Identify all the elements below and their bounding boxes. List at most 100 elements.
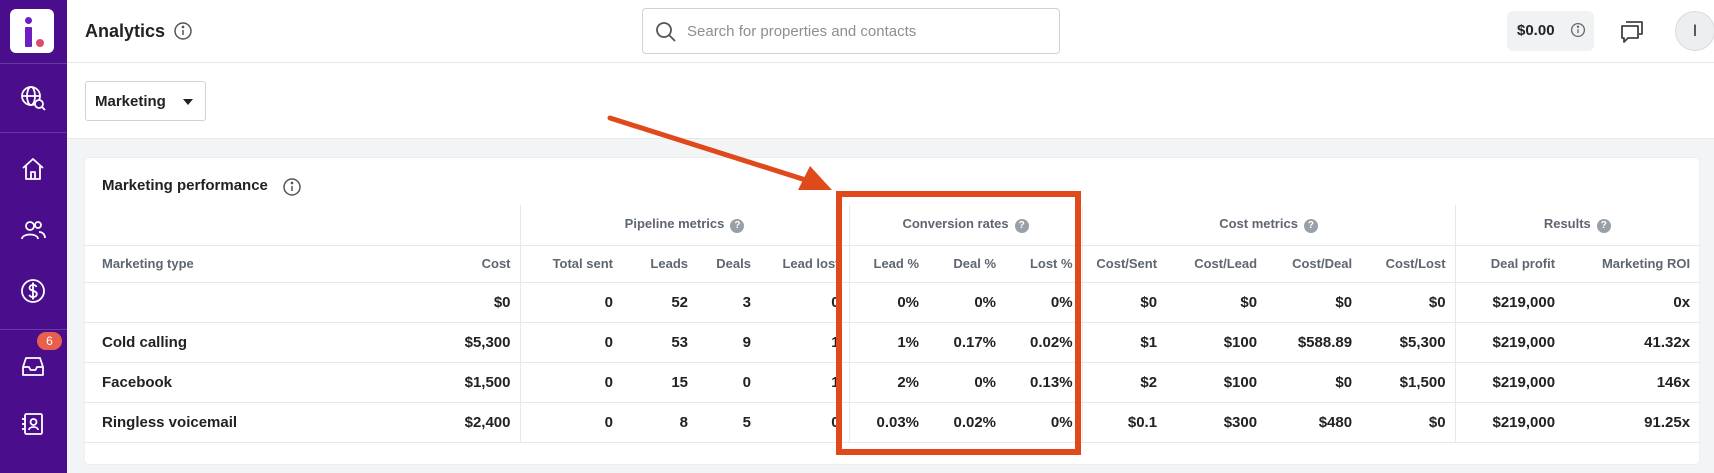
inbox-icon[interactable]: [19, 352, 47, 380]
report-type-dropdown[interactable]: Marketing: [85, 81, 206, 121]
table-row[interactable]: Ringless voicemail $2,400 0 8 5 0 0.03% …: [85, 402, 1700, 443]
table-row[interactable]: Cold calling $5,300 0 53 9 1 1% 0.17% 0.…: [85, 322, 1700, 363]
table-cell: $100: [1166, 322, 1267, 363]
table-row[interactable]: $0 0 52 3 0 0% 0% 0% $0 $0 $0 $0 $219,00…: [85, 282, 1700, 323]
group-header-pipeline: Pipeline metrics?: [519, 205, 850, 246]
table-cell: 53: [622, 322, 697, 363]
column-header[interactable]: Lost %: [1005, 245, 1083, 283]
table-cell: 8: [622, 402, 697, 443]
table-cell: 2%: [848, 362, 929, 403]
column-header[interactable]: Cost: [303, 245, 520, 283]
logo-stem: [25, 27, 32, 47]
home-icon[interactable]: [19, 155, 47, 183]
contacts-book-icon[interactable]: [19, 410, 47, 438]
balance-info-icon[interactable]: [1570, 22, 1586, 38]
table-cell: 0%: [1005, 282, 1083, 323]
avatar[interactable]: I: [1675, 11, 1714, 51]
page-title: Analytics: [85, 21, 166, 41]
top-bar: Analytics $0.00 I: [67, 0, 1714, 63]
table-cell: 0: [760, 402, 850, 443]
sidebar: 6: [0, 0, 67, 473]
marketing-table: Pipeline metrics? Conversion rates? Cost…: [85, 205, 1700, 443]
table-cell: 1%: [848, 322, 929, 363]
card-title: Marketing performance: [102, 177, 268, 194]
logo-dot: [25, 17, 32, 24]
column-header[interactable]: Lead lost: [760, 245, 850, 283]
table-cell: 0.03%: [848, 402, 929, 443]
balance-value: $0.00: [1517, 22, 1555, 39]
filter-bar: [67, 63, 1714, 139]
table-cell: 0x: [1564, 282, 1700, 323]
column-header[interactable]: Deals: [697, 245, 760, 283]
sidebar-divider: [0, 329, 67, 330]
table-cell: 0%: [928, 362, 1006, 403]
table-group-header-row: Pipeline metrics? Conversion rates? Cost…: [85, 205, 1700, 246]
table-cell: $0: [1266, 282, 1362, 323]
column-header[interactable]: Leads: [622, 245, 697, 283]
table-cell: $0: [1166, 282, 1267, 323]
column-header[interactable]: Cost/Sent: [1081, 245, 1167, 283]
table-cell: $2: [1081, 362, 1167, 403]
caret-down-icon: [183, 99, 193, 105]
table-cell: 0: [519, 402, 622, 443]
table-cell: $1,500: [303, 362, 520, 403]
search-icon: [656, 22, 676, 42]
table-cell: 0%: [1005, 402, 1083, 443]
help-icon[interactable]: ?: [730, 219, 745, 234]
column-header[interactable]: Total sent: [519, 245, 622, 283]
sidebar-divider: [0, 63, 67, 64]
column-header[interactable]: Cost/Deal: [1266, 245, 1362, 283]
table-cell: Cold calling: [85, 322, 303, 363]
globe-search-icon[interactable]: [19, 84, 47, 112]
table-cell: $219,000: [1454, 322, 1565, 363]
help-icon[interactable]: ?: [1014, 219, 1029, 234]
table-cell: [85, 282, 303, 323]
table-cell: 146x: [1564, 362, 1700, 403]
table-cell: 91.25x: [1564, 402, 1700, 443]
users-icon[interactable]: [19, 216, 47, 244]
balance-chip[interactable]: $0.00: [1507, 11, 1594, 51]
table-cell: 15: [622, 362, 697, 403]
table-cell: 0.13%: [1005, 362, 1083, 403]
column-header[interactable]: Lead %: [848, 245, 929, 283]
column-header[interactable]: Deal %: [928, 245, 1006, 283]
table-cell: 0: [519, 282, 622, 323]
table-cell: $0: [1266, 362, 1362, 403]
help-icon[interactable]: ?: [1596, 219, 1611, 234]
table-cell: $2,400: [303, 402, 520, 443]
table-cell: $0: [1361, 402, 1456, 443]
dollar-icon[interactable]: [19, 277, 47, 305]
card-info-icon[interactable]: [282, 177, 302, 197]
column-header[interactable]: Cost/Lead: [1166, 245, 1267, 283]
table-cell: 1: [760, 362, 850, 403]
table-cell: $0: [1081, 282, 1167, 323]
table-cell: 9: [697, 322, 760, 363]
table-cell: $5,300: [1361, 322, 1456, 363]
table-cell: 0: [519, 362, 622, 403]
table-cell: Facebook: [85, 362, 303, 403]
table-row[interactable]: Facebook $1,500 0 15 0 1 2% 0% 0.13% $2 …: [85, 362, 1700, 403]
table-cell: $0.1: [1081, 402, 1167, 443]
group-header-conversion: Conversion rates?: [848, 205, 1083, 246]
help-icon[interactable]: ?: [1303, 219, 1318, 234]
column-header[interactable]: Marketing ROI: [1564, 245, 1700, 283]
app-logo[interactable]: [10, 9, 54, 53]
table-cell: 5: [697, 402, 760, 443]
column-header[interactable]: Marketing type: [85, 245, 303, 283]
dropdown-selected-value: Marketing: [95, 93, 166, 110]
search-input[interactable]: [687, 9, 1047, 53]
table-cell: $480: [1266, 402, 1362, 443]
table-cell: $0: [1361, 282, 1456, 323]
inbox-badge: 6: [37, 332, 62, 350]
chat-icon[interactable]: [1618, 17, 1646, 45]
column-header[interactable]: Cost/Lost: [1361, 245, 1456, 283]
table-cell: $588.89: [1266, 322, 1362, 363]
search-box: [642, 8, 1060, 54]
table-cell: 0: [697, 362, 760, 403]
table-cell: 52: [622, 282, 697, 323]
table-cell: 41.32x: [1564, 322, 1700, 363]
table-cell: 0.02%: [928, 402, 1006, 443]
table-cell: $1,500: [1361, 362, 1456, 403]
info-icon[interactable]: [173, 21, 193, 41]
column-header[interactable]: Deal profit: [1454, 245, 1565, 283]
